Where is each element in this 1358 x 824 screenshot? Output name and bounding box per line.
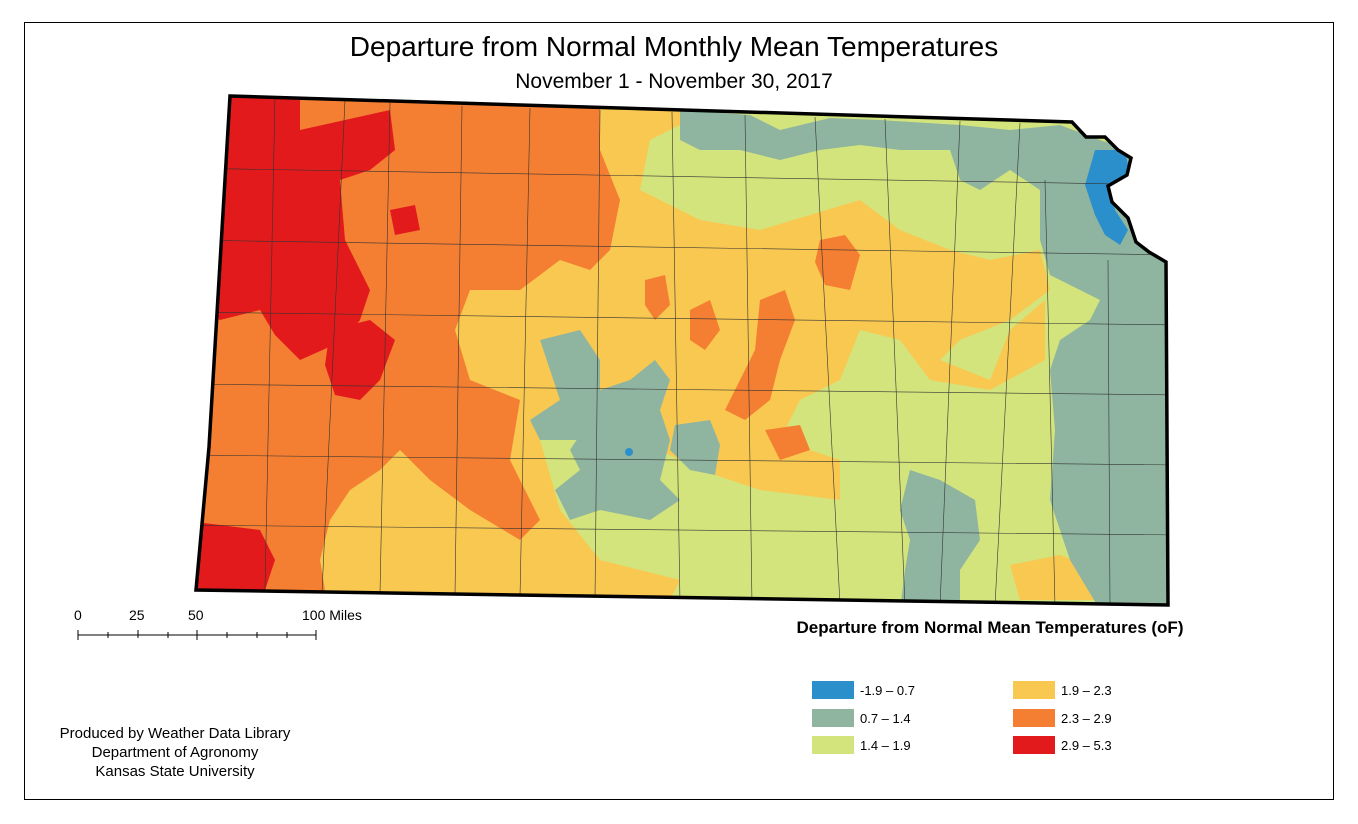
- scale-label-100: 100 Miles: [302, 607, 362, 623]
- legend-swatch: [812, 681, 854, 699]
- region-2.3-2.9: [765, 425, 810, 460]
- scale-label-25: 25: [129, 607, 145, 623]
- region-2.3-2.9: [725, 290, 795, 420]
- scale-bar: [77, 630, 317, 640]
- scale-label-0: 0: [74, 607, 82, 623]
- legend-item: -1.9 – 0.7: [812, 681, 915, 699]
- map-title: Departure from Normal Monthly Mean Tempe…: [349, 31, 999, 62]
- region-2.3-2.9: [645, 275, 670, 320]
- region-2.9-5.3: [225, 180, 262, 220]
- region-0.7-1.4: [555, 410, 680, 520]
- legend-label: -1.9 – 0.7: [860, 682, 915, 698]
- legend-swatch: [812, 709, 854, 727]
- county-boundaries: [196, 96, 1168, 605]
- region-2.9-5.3: [240, 110, 300, 155]
- credit-line: Kansas State University: [95, 763, 255, 780]
- legend-title: Departure from Normal Mean Temperatures …: [796, 618, 1184, 637]
- legend-label: 1.9 – 2.3: [1061, 682, 1112, 698]
- legend-label: 0.7 – 1.4: [860, 710, 911, 726]
- legend-swatch: [1013, 681, 1055, 699]
- region-0.7-1.4: [530, 330, 670, 440]
- legend-item: 0.7 – 1.4: [812, 709, 911, 727]
- region-neg1.9-0.7: [625, 448, 633, 456]
- legend-swatch: [1013, 736, 1055, 754]
- region-neg1.9-0.7: [1085, 150, 1130, 245]
- legend-swatch: [1013, 709, 1055, 727]
- region-0.7-1.4: [680, 110, 1168, 605]
- legend-item: 2.3 – 2.9: [1013, 709, 1112, 727]
- legend-item: 1.4 – 1.9: [812, 736, 911, 754]
- legend-swatch: [812, 736, 854, 754]
- region-0.7-1.4: [670, 420, 720, 475]
- region-0.7-1.4: [900, 470, 980, 605]
- map-subtitle: November 1 - November 30, 2017: [515, 70, 833, 93]
- region-2.9-5.3: [325, 320, 395, 400]
- region-2.3-2.9: [815, 235, 860, 290]
- legend-item: 1.9 – 2.3: [1013, 681, 1112, 699]
- legend-label: 1.4 – 1.9: [860, 737, 911, 753]
- legend-label: 2.3 – 2.9: [1061, 710, 1112, 726]
- map-frame: [24, 22, 1334, 800]
- region-2.3-2.9: [690, 300, 720, 350]
- legend-item: 2.9 – 5.3: [1013, 736, 1112, 754]
- region-2.9-5.3: [196, 96, 395, 360]
- scale-label-50: 50: [188, 607, 204, 623]
- credits-block: Produced by Weather Data Library Departm…: [30, 724, 320, 781]
- credit-line: Department of Agronomy: [91, 744, 259, 761]
- kansas-state-outline: [194, 94, 1170, 607]
- legend-label: 2.9 – 5.3: [1061, 737, 1112, 753]
- credit-line: Produced by Weather Data Library: [59, 725, 291, 742]
- temperature-regions: [196, 96, 1168, 605]
- region-2.9-5.3: [390, 205, 420, 235]
- region-2.9-5.3: [196, 520, 275, 592]
